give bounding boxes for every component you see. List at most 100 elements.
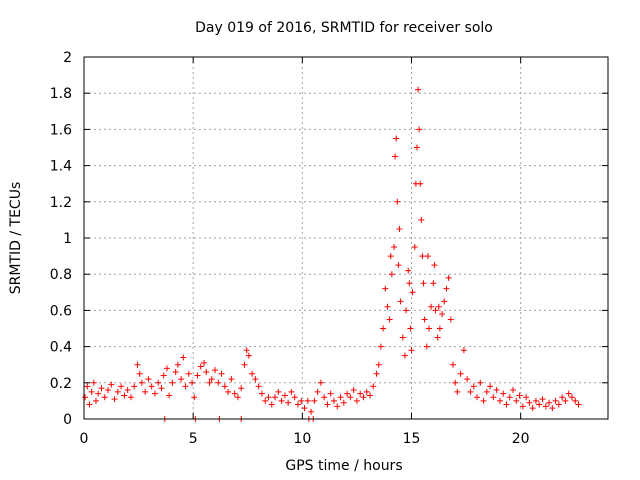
data-point [134, 361, 141, 368]
data-point [174, 361, 181, 368]
data-point [347, 394, 354, 401]
data-point [384, 303, 391, 310]
data-point [158, 385, 165, 392]
data-point [241, 361, 248, 368]
data-point [262, 397, 269, 404]
data-point [311, 397, 318, 404]
y-tick-label: 1.2 [50, 195, 72, 211]
data-point [131, 383, 138, 390]
data-point [406, 280, 413, 287]
data-point [357, 390, 364, 397]
data-point [101, 394, 108, 401]
data-point [401, 352, 408, 359]
data-point [500, 390, 507, 397]
data-point [493, 387, 500, 394]
data-point [454, 388, 461, 395]
data-point [519, 403, 526, 410]
data-point [408, 347, 415, 354]
data-point [121, 392, 128, 399]
data-point [124, 387, 131, 394]
data-point [265, 394, 272, 401]
data-point [148, 383, 155, 390]
data-point [396, 225, 403, 232]
data-point [413, 144, 420, 151]
data-point [231, 390, 238, 397]
data-point [380, 325, 387, 332]
data-point [391, 244, 398, 251]
data-point [330, 397, 337, 404]
data-point [172, 368, 179, 375]
data-point [203, 368, 210, 375]
data-point [510, 387, 517, 394]
data-point [88, 388, 95, 395]
data-point [555, 401, 562, 408]
data-point [430, 280, 437, 287]
x-tick-label: 10 [293, 431, 311, 447]
data-point [411, 244, 418, 251]
data-point [108, 381, 115, 388]
data-point [304, 397, 311, 404]
data-point [291, 394, 298, 401]
data-point [421, 316, 428, 323]
data-point [327, 390, 334, 397]
data-point [503, 401, 510, 408]
y-tick-label: 1.6 [50, 122, 72, 138]
data-point [308, 408, 315, 415]
data-point [225, 388, 232, 395]
data-point [151, 390, 158, 397]
data-point [197, 363, 204, 370]
data-point [360, 394, 367, 401]
data-point [218, 370, 225, 377]
data-point [82, 394, 89, 401]
data-point [252, 376, 259, 383]
data-point [568, 394, 575, 401]
data-point [487, 383, 494, 390]
data-point [350, 387, 357, 394]
data-point [434, 334, 441, 341]
data-point [443, 285, 450, 292]
data-point [470, 383, 477, 390]
scatter-series [82, 86, 582, 422]
data-point [337, 394, 344, 401]
data-point [480, 397, 487, 404]
data-point [382, 285, 389, 292]
data-point [185, 370, 192, 377]
x-tick-label: 20 [512, 431, 530, 447]
data-point [572, 397, 579, 404]
data-point [441, 298, 448, 305]
data-point [403, 307, 410, 314]
data-point [281, 392, 288, 399]
data-point [370, 383, 377, 390]
data-point [460, 347, 467, 354]
data-point [552, 397, 559, 404]
data-point [201, 359, 208, 366]
data-point [483, 388, 490, 395]
y-tick-label: 0.2 [50, 376, 72, 392]
data-point [425, 325, 432, 332]
data-point [377, 343, 384, 350]
data-point [457, 370, 464, 377]
data-point [145, 376, 152, 383]
data-point [506, 394, 513, 401]
data-point [334, 403, 341, 410]
data-point [95, 390, 102, 397]
data-point [90, 379, 97, 386]
data-point [428, 303, 435, 310]
data-point [399, 334, 406, 341]
data-point [84, 383, 91, 390]
data-point [105, 387, 112, 394]
data-point [180, 354, 187, 361]
data-point [416, 126, 423, 133]
data-point [268, 401, 275, 408]
data-point [405, 267, 412, 274]
data-point [467, 388, 474, 395]
data-point [278, 397, 285, 404]
data-point [142, 388, 149, 395]
y-tick-label: 1 [63, 231, 72, 247]
data-point [542, 403, 549, 410]
data-point [529, 405, 536, 412]
data-point [516, 392, 523, 399]
data-point [562, 397, 569, 404]
data-point [114, 388, 121, 395]
